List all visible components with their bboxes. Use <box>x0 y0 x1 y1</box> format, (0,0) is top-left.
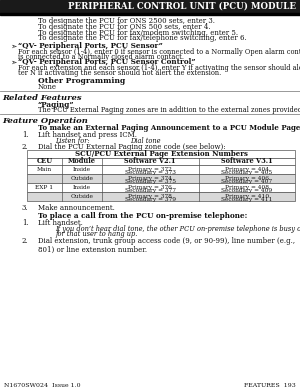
Text: Primary = 372: Primary = 372 <box>128 166 172 171</box>
Bar <box>27 192 295 201</box>
Bar <box>27 149 295 158</box>
Text: The PCU External Paging zones are in addition to the external zones provided in : The PCU External Paging zones are in add… <box>38 106 300 114</box>
Bar <box>27 158 295 165</box>
Text: “QV- Peripheral Ports, PCU Sensor Control”: “QV- Peripheral Ports, PCU Sensor Contro… <box>18 58 196 66</box>
Text: For each extension and each sensor (1-4), enter Y if activating the sensor shoul: For each extension and each sensor (1-4)… <box>18 64 300 72</box>
Text: To designate the PCU for fax/modem switching, enter 5.: To designate the PCU for fax/modem switc… <box>38 29 238 36</box>
Text: 1.: 1. <box>22 219 29 227</box>
Text: To designate the PCU for ONS 500 sets, enter 4.: To designate the PCU for ONS 500 sets, e… <box>38 23 211 31</box>
Text: Secondary = 379: Secondary = 379 <box>125 197 176 202</box>
Bar <box>27 182 295 192</box>
Text: Dial tone: Dial tone <box>130 137 161 145</box>
Text: If you don’t hear dial tone, the other PCU on-premise telephone is busy on a cal: If you don’t hear dial tone, the other P… <box>55 225 300 233</box>
Bar <box>27 165 295 173</box>
Text: Related Features: Related Features <box>2 94 82 102</box>
Text: Outside: Outside <box>70 175 93 180</box>
Text: Secondary = 407: Secondary = 407 <box>221 179 272 184</box>
Text: SCU/PCU External Page Extension Numbers: SCU/PCU External Page Extension Numbers <box>75 149 248 158</box>
Text: N1670SW024  Issue 1.0: N1670SW024 Issue 1.0 <box>4 383 81 388</box>
Text: Primary = 406: Primary = 406 <box>225 175 269 180</box>
Bar <box>0 0 300 13</box>
Text: CEU: CEU <box>36 157 52 165</box>
Text: Secondary = 377: Secondary = 377 <box>125 188 176 193</box>
Text: Secondary = 409: Secondary = 409 <box>221 188 272 193</box>
Text: 2.: 2. <box>22 237 29 245</box>
Text: Primary = 410: Primary = 410 <box>225 194 269 199</box>
Text: 2.: 2. <box>22 143 29 151</box>
Text: Make announcement.: Make announcement. <box>38 203 115 211</box>
Text: for that user to hang up.: for that user to hang up. <box>55 230 137 238</box>
Bar <box>0 13 300 14</box>
Text: Inside: Inside <box>73 185 91 189</box>
Text: Secondary = 411: Secondary = 411 <box>221 197 272 202</box>
Text: is connected to a Normally closed alarm contact.: is connected to a Normally closed alarm … <box>18 53 184 61</box>
Text: To designate the PCU for fax/telephone switching, enter 6.: To designate the PCU for fax/telephone s… <box>38 35 247 42</box>
Text: Dial extension, trunk group access code (9, or 90-99), line number (e.g., 801) o: Dial extension, trunk group access code … <box>38 237 295 254</box>
Text: Lift handset.: Lift handset. <box>38 219 83 227</box>
Text: None: None <box>38 83 57 91</box>
Text: For each sensor (1-4), enter 0 if sensor is connected to a Normally Open alarm c: For each sensor (1-4), enter 0 if sensor… <box>18 47 300 55</box>
Text: Primary = 408: Primary = 408 <box>225 185 269 189</box>
Text: PERIPHERAL CONTROL UNIT (PCU) MODULE: PERIPHERAL CONTROL UNIT (PCU) MODULE <box>68 2 296 11</box>
Text: Other Programming: Other Programming <box>38 77 125 85</box>
Text: ter N if activating the sensor should not alert the extension.: ter N if activating the sensor should no… <box>18 69 221 77</box>
Text: Primary = 376: Primary = 376 <box>128 185 172 189</box>
Text: Feature Operation: Feature Operation <box>2 117 88 125</box>
Text: To make an External Paging Announcement to a PCU Module Page zone:: To make an External Paging Announcement … <box>38 124 300 132</box>
Text: “QV- Peripheral Ports, PCU Sensor”: “QV- Peripheral Ports, PCU Sensor” <box>18 42 163 50</box>
Text: FEATURES  193: FEATURES 193 <box>244 383 296 388</box>
Text: Secondary = 373: Secondary = 373 <box>125 170 176 175</box>
Text: Module: Module <box>68 157 96 165</box>
Text: Listen for:: Listen for: <box>55 137 90 145</box>
Text: Primary = 378: Primary = 378 <box>128 194 172 199</box>
Text: To place a call from the PCU on-premise telephone:: To place a call from the PCU on-premise … <box>38 212 247 220</box>
Text: EXP 1: EXP 1 <box>35 185 53 189</box>
Text: 3.: 3. <box>22 203 28 211</box>
Text: Primary = 404: Primary = 404 <box>225 166 269 171</box>
Text: To designate the PCU for ONS 2500 sets, enter 3.: To designate the PCU for ONS 2500 sets, … <box>38 17 215 25</box>
Text: Lift handset and press ICM.: Lift handset and press ICM. <box>38 131 137 139</box>
Text: “Paging”: “Paging” <box>38 101 75 109</box>
Text: Main: Main <box>37 166 52 171</box>
Text: ➣: ➣ <box>10 58 16 67</box>
Text: Outside: Outside <box>70 194 93 199</box>
Bar <box>27 173 295 182</box>
Text: Inside: Inside <box>73 166 91 171</box>
Text: Software V3.1: Software V3.1 <box>221 157 273 165</box>
Text: Software V2.1: Software V2.1 <box>124 157 176 165</box>
Text: Secondary = 405: Secondary = 405 <box>221 170 272 175</box>
Text: Secondary = 375: Secondary = 375 <box>125 179 176 184</box>
Text: Dial the PCU External Paging zone code (see below):: Dial the PCU External Paging zone code (… <box>38 143 226 151</box>
Text: ➣: ➣ <box>10 42 16 51</box>
Text: Primary = 374: Primary = 374 <box>128 175 172 180</box>
Text: 1.: 1. <box>22 131 29 139</box>
